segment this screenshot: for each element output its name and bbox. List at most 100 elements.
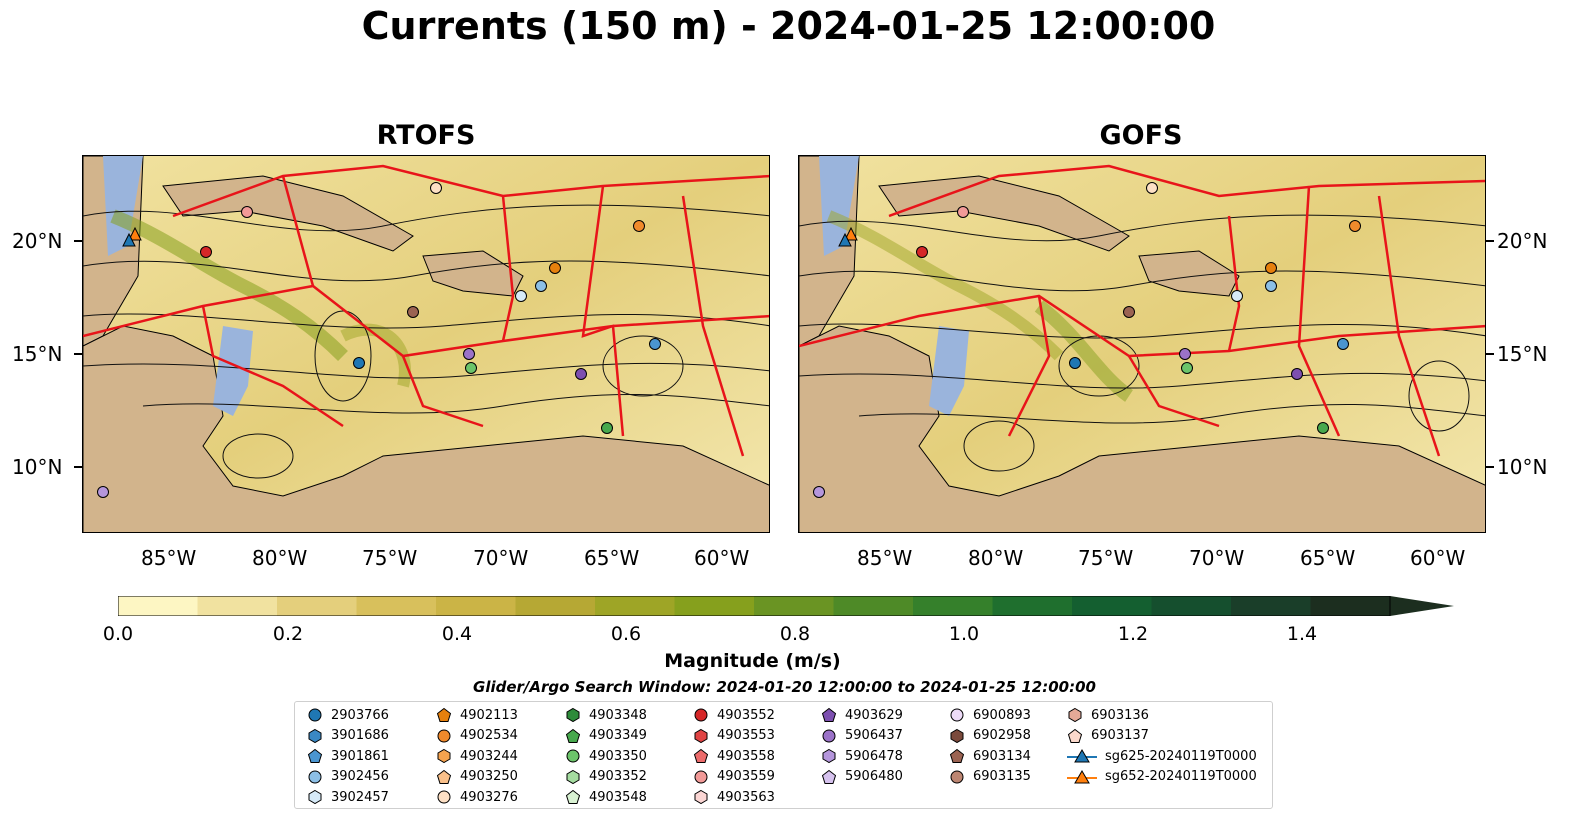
lon-tick-label: 85°W xyxy=(141,546,197,570)
pentagon-marker-icon xyxy=(821,769,837,784)
colorbar-tick-label: 1.2 xyxy=(1117,623,1149,645)
hexagon-marker-icon xyxy=(1068,707,1082,723)
current-band xyxy=(826,210,1064,361)
current-band-2 xyxy=(340,323,411,388)
colorbar-bin xyxy=(197,596,278,616)
lon-tick-label: 80°W xyxy=(252,546,308,570)
legend-entry-label: 3902456 xyxy=(331,769,389,784)
legend-entry-label: 4903349 xyxy=(589,728,647,743)
lon-tick-label: 60°W xyxy=(1410,546,1466,570)
legend-entry: 5906480 xyxy=(821,768,903,786)
legend-entry: 4903348 xyxy=(565,706,647,724)
region-boundaries xyxy=(83,164,769,457)
hexagon-marker-icon xyxy=(308,789,322,805)
legend-entry: 4903629 xyxy=(821,706,903,724)
hexagon-marker-icon xyxy=(566,769,580,784)
rtofs-map[interactable] xyxy=(82,155,770,533)
legend-entry: 2903766 xyxy=(307,706,389,724)
lat-tick-label: 15°N xyxy=(12,342,63,366)
colorbar-bin xyxy=(515,596,596,616)
hexagon-marker-icon xyxy=(437,748,451,764)
hexagon-marker-icon xyxy=(694,789,708,805)
colorbar-tick-label: 0.8 xyxy=(779,623,811,645)
legend-entry-label: 3901861 xyxy=(331,748,389,764)
gofs-map[interactable] xyxy=(798,155,1486,533)
colorbar-tick-label: 0.6 xyxy=(610,623,642,645)
legend-entry: 4902113 xyxy=(436,706,518,724)
shallow-water-yucatan xyxy=(103,156,143,256)
pentagon-marker-icon xyxy=(693,748,709,763)
tick-mark xyxy=(74,240,82,242)
legend-entry-label: 4902534 xyxy=(460,728,518,743)
lat-tick-label: 20°N xyxy=(1497,229,1548,253)
pentagon-marker-icon xyxy=(949,748,965,763)
current-band xyxy=(110,209,348,361)
south-america-land xyxy=(799,325,1485,532)
tick-mark xyxy=(1486,466,1494,468)
figure-title: Currents (150 m) - 2024-01-25 12:00:00 xyxy=(361,4,1216,48)
legend-entry: 4903349 xyxy=(565,727,647,745)
circle-marker-icon xyxy=(566,749,580,763)
circle-marker-icon xyxy=(950,708,964,722)
panel-title-rtofs: RTOFS xyxy=(376,120,476,151)
hexagon-marker-icon xyxy=(950,728,964,743)
legend-entry-label: 4903558 xyxy=(717,748,775,764)
legend-entry-label: sg652-20240119T0000 xyxy=(1105,769,1257,784)
lon-tick-label: 75°W xyxy=(362,546,418,570)
pentagon-marker-icon xyxy=(436,707,452,722)
colorbar-bin xyxy=(833,596,914,616)
legend-entry-label: 4903559 xyxy=(717,769,775,784)
legend-entry: 4903250 xyxy=(436,768,518,786)
circle-marker-icon xyxy=(308,770,322,783)
colorbar-tick-label: 0.0 xyxy=(102,623,134,645)
legend-entry-label: 4902113 xyxy=(460,707,518,723)
region-boundaries xyxy=(799,164,1485,457)
legend-entry: 6903134 xyxy=(949,747,1031,765)
legend-entry-label: 6903135 xyxy=(973,769,1031,784)
colorbar-bin xyxy=(595,596,675,616)
pentagon-marker-icon xyxy=(821,707,837,722)
legend-entry: 6903135 xyxy=(949,768,1031,786)
lon-tick-label: 65°W xyxy=(1300,546,1356,570)
legend-entry: 4903558 xyxy=(693,747,775,765)
legend-entry: sg652-20240119T0000 xyxy=(1067,768,1257,786)
circle-marker-icon xyxy=(822,729,836,742)
hexagon-marker-icon xyxy=(822,748,836,764)
colorbar-tick-label: 0.4 xyxy=(441,623,473,645)
circle-marker-icon xyxy=(694,770,708,783)
legend-entry-label: sg625-20240119T0000 xyxy=(1105,748,1257,764)
hexagon-marker-icon xyxy=(566,707,580,723)
lat-tick-label: 10°N xyxy=(1497,455,1548,479)
legend-entry-label: 6900893 xyxy=(973,707,1031,723)
circle-marker-icon xyxy=(308,708,322,722)
legend-entry-label: 4903276 xyxy=(460,789,518,805)
legend-entry: 6903137 xyxy=(1067,727,1149,745)
lon-tick-label: 60°W xyxy=(694,546,750,570)
legend-entry-label: 5906480 xyxy=(845,769,903,784)
colorbar-bin xyxy=(118,596,198,616)
colorbar-bin xyxy=(277,596,357,616)
legend-entry: 4903350 xyxy=(565,747,647,765)
legend-entry: 5906478 xyxy=(821,747,903,765)
circle-marker-icon xyxy=(437,729,451,742)
legend-entry: 3901861 xyxy=(307,747,389,765)
colorbar-bin xyxy=(754,596,834,616)
legend-entry: 4903559 xyxy=(693,768,775,786)
streamlines xyxy=(83,204,769,479)
tick-mark xyxy=(74,353,82,355)
lon-tick-label: 80°W xyxy=(968,546,1024,570)
legend-entry-label: 5906437 xyxy=(845,728,903,743)
legend-entry: 6900893 xyxy=(949,706,1031,724)
legend-entry: 4903553 xyxy=(693,727,775,745)
shallow-water-yucatan xyxy=(819,156,859,256)
lon-tick-label: 70°W xyxy=(1189,546,1245,570)
lon-tick-label: 75°W xyxy=(1078,546,1134,570)
lon-tick-label: 85°W xyxy=(857,546,913,570)
argo-markers xyxy=(97,182,661,498)
legend-entry-label: 3901686 xyxy=(331,728,389,743)
hexagon-marker-icon xyxy=(694,728,708,743)
shallow-water xyxy=(213,326,253,416)
colorbar-bin xyxy=(356,596,437,616)
legend-entry: 4902534 xyxy=(436,727,518,745)
colorbar-extend-arrow xyxy=(1390,596,1454,616)
